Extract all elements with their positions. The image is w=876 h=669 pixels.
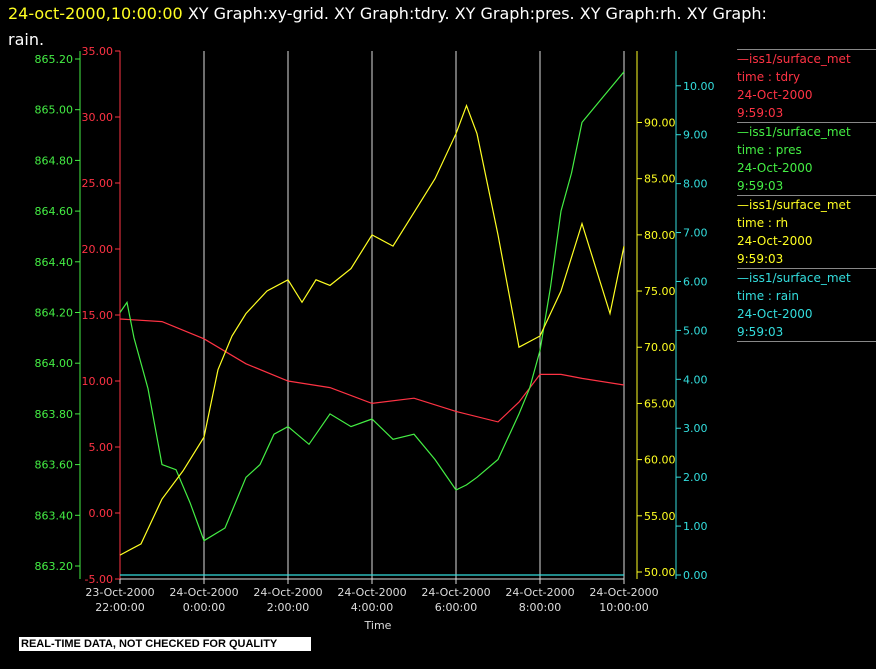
- tdry-tick-label: 0.00: [89, 507, 114, 520]
- legend: —iss1/surface_met time : tdry 24-Oct-2000 9…: [737, 49, 876, 342]
- pres-tick-label: 864.00: [35, 357, 74, 370]
- x-tick-label-date: 24-Oct-2000: [505, 586, 574, 599]
- pres-series-line: [119, 71, 625, 542]
- rh-tick-label: 90.00: [644, 116, 676, 129]
- pres-tick-label: 863.60: [35, 459, 74, 472]
- rh-tick-label: 75.00: [644, 285, 676, 298]
- x-tick-label-date: 24-Oct-2000: [337, 586, 406, 599]
- pres-tick-label: 865.20: [35, 53, 74, 66]
- legend-date: 24-Oct-2000: [737, 234, 813, 248]
- pres-tick-label: 864.60: [35, 205, 74, 218]
- pres-tick-label: 863.80: [35, 408, 74, 421]
- x-tick-label-date: 24-Oct-2000: [169, 586, 238, 599]
- header-line-1: 24-oct-2000,10:00:00 XY Graph:xy-grid. X…: [8, 4, 767, 23]
- header-line-2: rain.: [8, 30, 45, 49]
- rain-tick-label: 6.00: [683, 275, 708, 288]
- legend-date: 24-Oct-2000: [737, 88, 813, 102]
- pres-tick-label: 864.80: [35, 154, 74, 167]
- rain-tick-label: 4.00: [683, 373, 708, 386]
- tdry-tick-label: -5.00: [85, 573, 113, 586]
- rain-tick-label: 7.00: [683, 227, 708, 240]
- legend-date: 24-Oct-2000: [737, 161, 813, 175]
- tdry-tick-label: 10.00: [82, 375, 114, 388]
- x-tick-label-date: 24-Oct-2000: [589, 586, 658, 599]
- tdry-tick-label: 20.00: [82, 243, 114, 256]
- tdry-tick-label: 30.00: [82, 111, 114, 124]
- rain-tick-label: 8.00: [683, 178, 708, 191]
- rain-tick-label: 0.00: [683, 569, 708, 582]
- x-tick-label-date: 24-Oct-2000: [421, 586, 490, 599]
- x-tick-label-time: 2:00:00: [267, 601, 309, 614]
- header-graph-list: XY Graph:xy-grid. XY Graph:tdry. XY Grap…: [182, 4, 767, 23]
- rh-tick-label: 70.00: [644, 341, 676, 354]
- tdry-tick-label: 35.00: [82, 45, 114, 58]
- legend-time: 9:59:03: [737, 252, 784, 266]
- legend-name: —iss1/surface_met: [737, 52, 851, 66]
- legend-var: time : tdry: [737, 70, 801, 84]
- tdry-tick-label: 15.00: [82, 309, 114, 322]
- pres-tick-label: 865.00: [35, 104, 74, 117]
- rh-series-line: [119, 103, 625, 556]
- x-tick-label-time: 8:00:00: [519, 601, 561, 614]
- x-tick-label-date: 24-Oct-2000: [253, 586, 322, 599]
- rh-tick-label: 50.00: [644, 566, 676, 579]
- x-tick-label-time: 6:00:00: [435, 601, 477, 614]
- rain-tick-label: 5.00: [683, 324, 708, 337]
- x-tick-label-time: 0:00:00: [183, 601, 225, 614]
- rh-tick-label: 65.00: [644, 397, 676, 410]
- x-axis-title: Time: [364, 619, 392, 632]
- legend-time: 9:59:03: [737, 325, 784, 339]
- pres-tick-label: 863.20: [35, 560, 74, 573]
- rh-tick-label: 85.00: [644, 173, 676, 186]
- legend-name: —iss1/surface_met: [737, 271, 851, 285]
- x-tick-label-time: 4:00:00: [351, 601, 393, 614]
- tdry-tick-label: 25.00: [82, 177, 114, 190]
- rain-tick-label: 1.00: [683, 520, 708, 533]
- legend-time: 9:59:03: [737, 179, 784, 193]
- series-lines: [119, 71, 625, 576]
- legend-name: —iss1/surface_met: [737, 198, 851, 212]
- y-axes: 863.20 863.40 863.60 863.80 864.00 864.20 864.…: [35, 45, 715, 586]
- qc-notice: REAL-TIME DATA, NOT CHECKED FOR QUALITY: [19, 637, 311, 651]
- legend-var: time : pres: [737, 143, 802, 157]
- pres-tick-label: 863.40: [35, 509, 74, 522]
- rain-tick-label: 10.00: [683, 80, 715, 93]
- x-axis: 23-Oct-2000 22:00:00 24-Oct-2000 0:00:00 24-…: [85, 578, 659, 632]
- legend-name: —iss1/surface_met: [737, 125, 851, 139]
- rh-tick-label: 60.00: [644, 454, 676, 467]
- rh-tick-label: 55.00: [644, 510, 676, 523]
- pres-tick-label: 864.40: [35, 256, 74, 269]
- x-tick-label-time: 10:00:00: [599, 601, 648, 614]
- rh-tick-label: 80.00: [644, 229, 676, 242]
- legend-date: 24-Oct-2000: [737, 307, 813, 321]
- legend-var: time : rh: [737, 216, 789, 230]
- pres-tick-label: 864.20: [35, 307, 74, 320]
- rain-tick-label: 3.00: [683, 422, 708, 435]
- tdry-series-line: [119, 318, 625, 423]
- x-tick-label-time: 22:00:00: [95, 601, 144, 614]
- rain-tick-label: 9.00: [683, 129, 708, 142]
- grid-lines: [203, 51, 625, 579]
- legend-time: 9:59:03: [737, 106, 784, 120]
- header-timestamp: 24-oct-2000,10:00:00: [8, 4, 183, 23]
- x-tick-label-date: 23-Oct-2000: [85, 586, 154, 599]
- legend-divider: [737, 341, 876, 342]
- rain-tick-label: 2.00: [683, 471, 708, 484]
- legend-var: time : rain: [737, 289, 800, 303]
- tdry-tick-label: 5.00: [89, 441, 114, 454]
